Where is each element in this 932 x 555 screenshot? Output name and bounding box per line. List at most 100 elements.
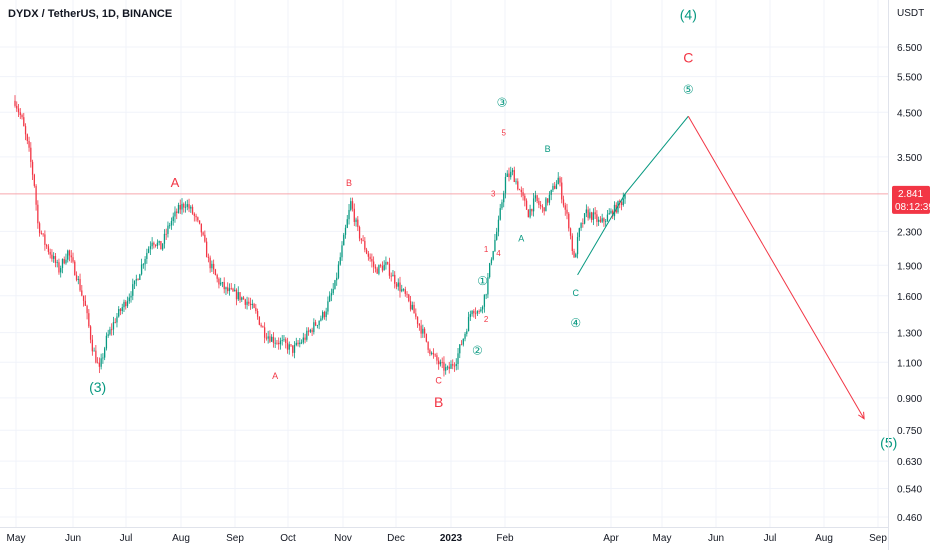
candle-body <box>19 112 21 116</box>
price-axis[interactable]: USDT 6.500 5.500 4.500 3.500 2.300 1.900 1.600 1… <box>897 8 924 524</box>
candle-body <box>561 182 563 200</box>
price-tick-label: 0.630 <box>897 457 922 468</box>
candle-body <box>104 348 106 358</box>
candle-body <box>285 339 287 343</box>
candle-body <box>293 345 296 353</box>
candle-body <box>237 292 239 300</box>
candle-body <box>93 350 95 352</box>
candle-body <box>534 195 537 199</box>
price-tick-label: 0.460 <box>897 513 922 524</box>
candle-body <box>67 250 69 260</box>
candle-body <box>121 307 123 311</box>
candle-body <box>575 254 577 258</box>
candle-body <box>91 339 94 352</box>
trend-lines[interactable] <box>577 115 865 420</box>
candle-body <box>249 303 252 306</box>
price-tick-label: 0.750 <box>897 426 922 437</box>
candle-body <box>198 220 201 224</box>
candlestick-series <box>14 95 626 377</box>
candle-body <box>72 257 74 262</box>
candle-body <box>365 249 368 254</box>
candle-body <box>207 257 210 258</box>
candle-body <box>445 367 447 371</box>
candle-body <box>316 325 319 326</box>
candle-body <box>569 228 572 236</box>
candle-body <box>118 309 120 317</box>
candle-body <box>543 207 545 212</box>
candle-body <box>54 256 57 263</box>
candle-body <box>568 213 570 229</box>
candle-body <box>576 237 579 255</box>
candle-body <box>401 289 403 292</box>
candle-body <box>213 263 215 270</box>
candle-body <box>304 337 306 340</box>
candle-body <box>140 264 143 275</box>
candle-body <box>392 274 394 277</box>
candle-body <box>112 322 115 330</box>
candle-body <box>174 211 176 217</box>
wave-label: ② <box>472 343 483 357</box>
candle-body <box>613 204 616 217</box>
time-tick-label: Sep <box>869 533 887 544</box>
wave-label: ⑤ <box>683 83 694 97</box>
candle-body <box>306 330 308 340</box>
candle-body <box>235 289 238 300</box>
candle-body <box>408 294 410 302</box>
price-tick-label: 1.600 <box>897 292 922 303</box>
candle-body <box>327 301 329 312</box>
candle-body <box>74 261 76 276</box>
candle-body <box>589 212 591 218</box>
candle-body <box>346 219 348 228</box>
time-tick-label: Sep <box>226 533 244 544</box>
candle-body <box>107 334 109 336</box>
candle-body <box>429 349 431 354</box>
candle-body <box>374 266 377 269</box>
candle-body <box>399 282 401 292</box>
candle-body <box>402 289 405 291</box>
candle-body <box>487 277 489 295</box>
candle-body <box>200 223 202 233</box>
candle-body <box>232 288 234 292</box>
candle-body <box>362 240 364 242</box>
candle-body <box>527 209 529 218</box>
time-tick-label: Dec <box>387 533 405 544</box>
price-tick-label: 2.300 <box>897 227 922 238</box>
candle-body <box>56 262 58 264</box>
candle-body <box>49 251 51 255</box>
candle-body <box>478 311 480 312</box>
candle-body <box>53 256 55 259</box>
candle-body <box>81 290 83 296</box>
candle-body <box>394 274 396 284</box>
projection-line-down[interactable] <box>687 115 865 420</box>
time-axis[interactable]: May Jun Jul Aug Sep Oct Nov Dec 2023 Feb Apr May Jun… <box>7 533 888 544</box>
candle-body <box>557 177 559 185</box>
projection-line-up[interactable] <box>577 115 689 276</box>
candle-body <box>16 105 18 109</box>
wave-label: A <box>272 371 278 381</box>
time-tick-label: Nov <box>334 533 352 544</box>
candle-body <box>225 287 227 290</box>
candle-body <box>441 362 443 363</box>
candle-body <box>485 294 487 296</box>
candle-body <box>146 252 148 259</box>
candle-body <box>548 194 551 203</box>
candle-body <box>290 344 292 346</box>
time-tick-label: Aug <box>172 533 190 544</box>
candle-body <box>547 198 549 203</box>
candle-body <box>536 195 538 201</box>
wave-label: (4) <box>680 6 697 22</box>
candle-body <box>96 362 99 364</box>
candle-body <box>47 246 50 252</box>
wave-label: C <box>435 376 442 386</box>
candle-body <box>130 295 132 298</box>
candle-body <box>460 344 463 346</box>
candle-body <box>30 147 32 162</box>
candle-body <box>323 312 326 318</box>
candle-body <box>183 203 185 208</box>
candle-body <box>350 201 352 210</box>
candle-body <box>336 277 338 281</box>
time-tick-label: Oct <box>280 533 296 544</box>
